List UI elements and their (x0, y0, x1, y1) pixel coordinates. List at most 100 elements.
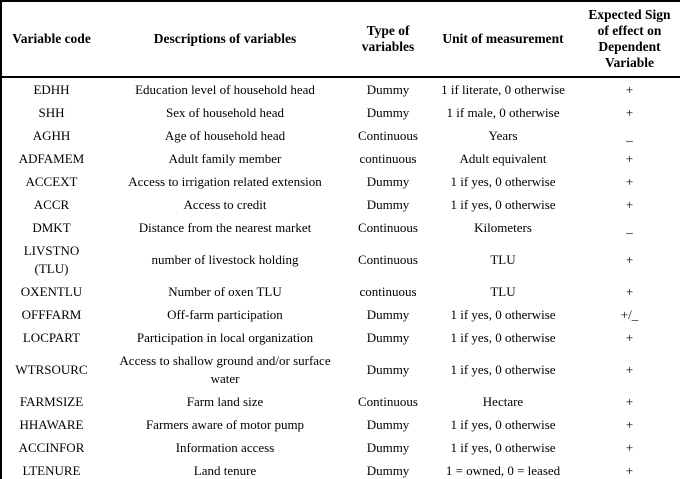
cell-description: Age of household head (164, 127, 286, 143)
table-row: ACCEXT Access to irrigation related exte… (1, 170, 680, 193)
cell-description: Land tenure (193, 462, 257, 478)
cell-unit: Kilometers (474, 219, 532, 235)
table-row: SHH Sex of household head Dummy 1 if mal… (1, 101, 680, 124)
cell-unit: 1 if yes, 0 otherwise (450, 439, 556, 455)
cell-variable-code: FARMSIZE (19, 393, 84, 409)
cell-type: Continuous (358, 251, 418, 267)
cell-expected-sign: + (625, 361, 634, 377)
cell-description: Distance from the nearest market (138, 219, 312, 235)
cell-type: Dummy (366, 416, 410, 432)
cell-variable-code: DMKT (32, 219, 71, 235)
cell-unit: 1 if yes, 0 otherwise (450, 173, 556, 189)
cell-expected-sign: +/_ (620, 306, 639, 322)
cell-description: Adult family member (168, 150, 282, 166)
cell-unit: 1 if yes, 0 otherwise (450, 361, 556, 377)
cell-expected-sign: + (625, 104, 634, 120)
cell-description: Information access (175, 439, 275, 455)
cell-description: Education level of household head (135, 81, 315, 97)
table-row: EDHH Education level of household head D… (1, 77, 680, 101)
table-row: WTRSOURC Access to shallow ground and/or… (1, 349, 680, 390)
cell-type: Dummy (366, 462, 410, 478)
cell-description: Access to shallow ground and/or surface … (119, 352, 331, 386)
cell-description: Farm land size (186, 393, 264, 409)
table-row: AGHH Age of household head Continuous Ye… (1, 124, 680, 147)
cell-type: Dummy (366, 439, 410, 455)
cell-unit: Hectare (482, 393, 524, 409)
table-row: LIVSTNO (TLU) number of livestock holdin… (1, 239, 680, 280)
col-header-descriptions: Descriptions of variables (101, 1, 349, 78)
table-row: ADFAMEM Adult family member continuous A… (1, 147, 680, 170)
cell-expected-sign: _ (626, 219, 633, 235)
cell-variable-code: ACCINFOR (18, 439, 85, 455)
cell-expected-sign: + (625, 393, 634, 409)
table-row: FARMSIZE Farm land size Continuous Hecta… (1, 390, 680, 413)
cell-variable-code: WTRSOURC (15, 361, 88, 377)
table-row: LOCPART Participation in local organizat… (1, 326, 680, 349)
cell-variable-code: ADFAMEM (18, 150, 85, 166)
table-row: DMKT Distance from the nearest market Co… (1, 216, 680, 239)
cell-type: Dummy (366, 81, 410, 97)
cell-variable-code: ACCEXT (25, 173, 78, 189)
cell-unit: 1 if male, 0 otherwise (446, 104, 560, 120)
cell-description: number of livestock holding (151, 251, 299, 267)
cell-unit: Adult equivalent (459, 150, 547, 166)
cell-unit: 1 if yes, 0 otherwise (450, 306, 556, 322)
cell-expected-sign: + (625, 196, 634, 212)
cell-unit: Years (488, 127, 518, 143)
cell-expected-sign: + (625, 81, 634, 97)
cell-description: Number of oxen TLU (168, 283, 282, 299)
col-header-type: Type of variables (349, 1, 427, 78)
cell-variable-code: OFFFARM (21, 306, 82, 322)
cell-unit: 1 if yes, 0 otherwise (450, 196, 556, 212)
cell-type: Continuous (358, 219, 418, 235)
table-row: ACCR Access to credit Dummy 1 if yes, 0 … (1, 193, 680, 216)
cell-expected-sign: + (625, 439, 634, 455)
cell-variable-code: LOCPART (22, 329, 81, 345)
cell-description: Access to credit (183, 196, 267, 212)
cell-type: Dummy (366, 361, 410, 377)
cell-type: Dummy (366, 173, 410, 189)
cell-unit: 1 = owned, 0 = leased (445, 462, 561, 478)
table-header: Variable code Descriptions of variables … (1, 1, 680, 78)
cell-variable-code: AGHH (32, 127, 71, 143)
cell-variable-code: SHH (38, 104, 65, 120)
cell-type: Dummy (366, 329, 410, 345)
cell-expected-sign: + (625, 150, 634, 166)
cell-variable-code: LIVSTNO (TLU) (23, 242, 80, 276)
cell-description: Access to irrigation related extension (128, 173, 322, 189)
cell-variable-code: ACCR (33, 196, 70, 212)
cell-expected-sign: + (625, 462, 634, 478)
cell-unit: TLU (490, 283, 516, 299)
cell-unit: 1 if literate, 0 otherwise (441, 81, 565, 97)
cell-expected-sign: + (625, 173, 634, 189)
cell-description: Sex of household head (165, 104, 285, 120)
cell-type: Dummy (366, 104, 410, 120)
table-row: HHAWARE Farmers aware of motor pump Dumm… (1, 413, 680, 436)
cell-unit: 1 if yes, 0 otherwise (450, 329, 556, 345)
cell-expected-sign: + (625, 329, 634, 345)
cell-type: Continuous (358, 127, 418, 143)
cell-expected-sign: _ (626, 127, 633, 143)
cell-variable-code: HHAWARE (19, 416, 84, 432)
cell-variable-code: EDHH (33, 81, 70, 97)
cell-type: continuous (359, 150, 417, 166)
cell-variable-code: OXENTLU (20, 283, 83, 299)
cell-description: Participation in local organization (136, 329, 314, 345)
col-header-unit: Unit of measurement (427, 1, 579, 78)
cell-variable-code: LTENURE (22, 462, 81, 478)
cell-description: Off-farm participation (167, 306, 283, 322)
table-row: OXENTLU Number of oxen TLU continuous TL… (1, 280, 680, 303)
cell-description: Farmers aware of motor pump (145, 416, 305, 432)
cell-unit: TLU (490, 251, 516, 267)
cell-type: continuous (359, 283, 417, 299)
cell-type: Dummy (366, 196, 410, 212)
table-row: ACCINFOR Information access Dummy 1 if y… (1, 436, 680, 459)
cell-expected-sign: + (625, 283, 634, 299)
col-header-variable-code: Variable code (1, 1, 101, 78)
cell-unit: 1 if yes, 0 otherwise (450, 416, 556, 432)
table-row: LTENURE Land tenure Dummy 1 = owned, 0 =… (1, 459, 680, 479)
col-header-expected-sign: Expected Sign of effect on Dependent Var… (579, 1, 680, 78)
table-body: EDHH Education level of household head D… (1, 77, 680, 479)
